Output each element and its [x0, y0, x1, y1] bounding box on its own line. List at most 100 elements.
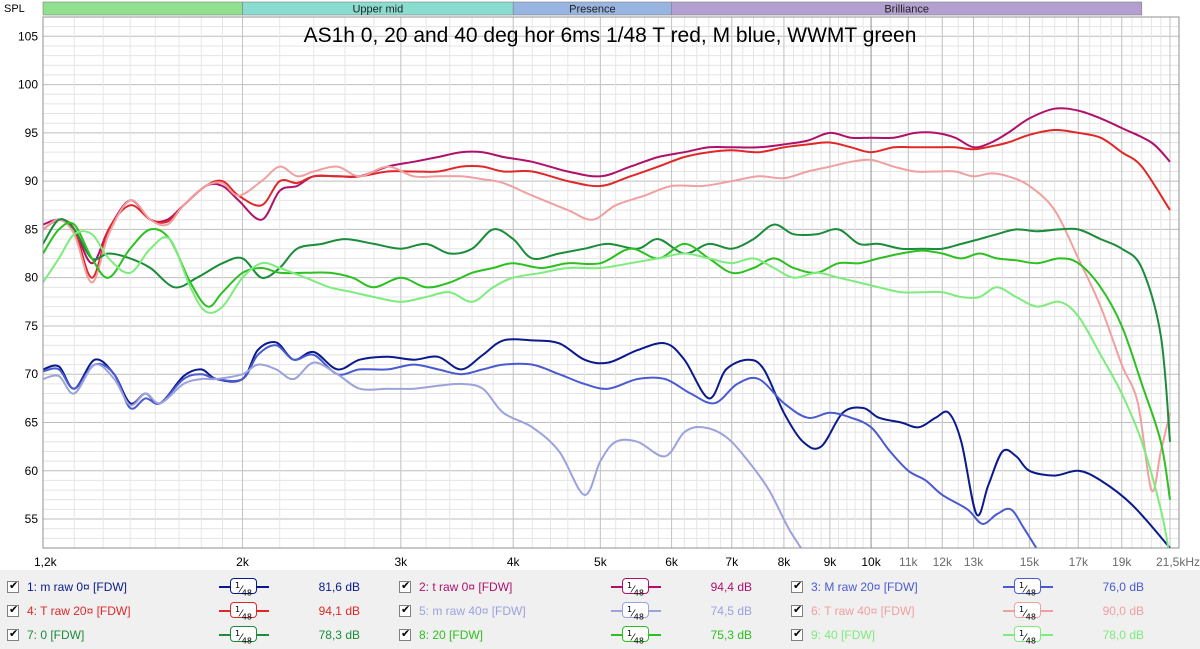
y-tick-label: 100 [18, 78, 38, 92]
legend-series-name: 2: t raw 0¤ [FDW] [419, 580, 513, 594]
band-low-mid [42, 1, 243, 16]
legend-value: 76,0 dB [1102, 580, 1144, 594]
series-swatch-line [1041, 586, 1053, 588]
smoothing-fraction-icon: 1⁄48 [230, 578, 257, 597]
frequency-response-chart: Upper mid Presence Brilliance 55 60 65 70 75 80… [4, 1, 1200, 569]
smoothing-selector[interactable]: 1⁄48 [1003, 602, 1053, 621]
series-visibility-checkbox[interactable] [791, 603, 803, 617]
series-line-3 [43, 344, 1038, 548]
x-tick-label: 13k [964, 555, 984, 569]
legend-entry: 6: T raw 40¤ [FDW] 1⁄48 90,0 dB [784, 599, 1184, 623]
series-line-1 [43, 338, 1171, 548]
series-visibility-checkbox[interactable] [399, 579, 411, 593]
series-swatch-line [257, 586, 269, 588]
legend-series-name: 6: T raw 40¤ [FDW] [811, 604, 915, 618]
series-visibility-checkbox[interactable] [399, 603, 411, 617]
y-tick-label: 95 [25, 126, 39, 140]
y-tick-label: 105 [18, 29, 38, 43]
series-swatch-line [649, 586, 661, 588]
smoothing-selector[interactable]: 1⁄48 [219, 602, 269, 621]
series-visibility-checkbox[interactable] [791, 579, 803, 593]
legend-value: 94,1 dB [318, 604, 360, 618]
x-tick-label: 10k [861, 555, 881, 569]
y-axis-tick-labels: 55 60 65 70 75 80 85 90 95 100 105 [18, 29, 38, 526]
legend-series-name: 7: 0 [FDW] [27, 628, 85, 642]
x-tick-label: 4k [507, 555, 521, 569]
smoothing-fraction-icon: 1⁄48 [1014, 602, 1041, 621]
series-swatch-line [649, 634, 661, 636]
legend-value: 81,6 dB [318, 580, 360, 594]
x-tick-label: 17k [1069, 555, 1089, 569]
series-swatch-line [1003, 586, 1015, 588]
smoothing-selector[interactable]: 1⁄48 [219, 626, 269, 645]
smoothing-fraction-icon: 1⁄48 [230, 626, 257, 645]
legend-row: 4: T raw 20¤ [FDW] 1⁄48 94,1 dB 5: m raw 40… [0, 599, 1200, 623]
x-tick-label: 7k [725, 555, 739, 569]
legend-entry: 9: 40 [FDW] 1⁄48 78,0 dB [784, 623, 1184, 647]
series-swatch-line [219, 586, 231, 588]
legend-entry: 7: 0 [FDW] 1⁄48 78,3 dB [0, 623, 400, 647]
series-swatch-line [257, 634, 269, 636]
band-label-upper-mid: Upper mid [352, 4, 403, 16]
smoothing-fraction-icon: 1⁄48 [622, 626, 649, 645]
smoothing-fraction-icon: 1⁄48 [230, 602, 257, 621]
smoothing-selector[interactable]: 1⁄48 [611, 626, 661, 645]
legend-row: 1: m raw 0¤ [FDW] 1⁄48 81,6 dB 2: t raw 0¤ … [0, 575, 1200, 599]
series-swatch-line [1041, 634, 1053, 636]
response-curves [43, 107, 1171, 548]
legend-panel: 1: m raw 0¤ [FDW] 1⁄48 81,6 dB 2: t raw 0¤ … [0, 570, 1200, 649]
y-tick-label: 60 [25, 464, 39, 478]
x-tick-label: 9k [824, 555, 838, 569]
series-swatch-line [219, 634, 231, 636]
y-tick-label: 75 [25, 319, 39, 333]
series-visibility-checkbox[interactable] [399, 627, 411, 641]
legend-value: 74,5 dB [710, 604, 752, 618]
legend-series-name: 5: m raw 40¤ [FDW] [419, 604, 526, 618]
series-line-9 [43, 230, 1170, 548]
plot-frame [42, 16, 1180, 549]
series-line-8 [43, 221, 1171, 500]
legend-row: 7: 0 [FDW] 1⁄48 78,3 dB 8: 20 [FDW] 1⁄48 75,3… [0, 623, 1200, 647]
legend-series-name: 1: m raw 0¤ [FDW] [27, 580, 128, 594]
smoothing-fraction-icon: 1⁄48 [622, 578, 649, 597]
legend-series-name: 8: 20 [FDW] [419, 628, 484, 642]
legend-value: 78,3 dB [318, 628, 360, 642]
smoothing-selector[interactable]: 1⁄48 [1003, 578, 1053, 597]
smoothing-selector[interactable]: 1⁄48 [219, 578, 269, 597]
series-visibility-checkbox[interactable] [7, 627, 19, 641]
y-axis-label: SPL [4, 3, 25, 15]
x-tick-label: 19k [1112, 555, 1132, 569]
legend-series-name: 9: 40 [FDW] [811, 628, 876, 642]
x-tick-label: 3k [395, 555, 409, 569]
legend-entry: 3: M raw 20¤ [FDW] 1⁄48 76,0 dB [784, 575, 1184, 599]
smoothing-fraction-icon: 1⁄48 [1014, 626, 1041, 645]
series-visibility-checkbox[interactable] [791, 627, 803, 641]
smoothing-selector[interactable]: 1⁄48 [611, 602, 661, 621]
legend-value: 75,3 dB [710, 628, 752, 642]
legend-entry: 8: 20 [FDW] 1⁄48 75,3 dB [392, 623, 792, 647]
series-swatch-line [611, 634, 623, 636]
smoothing-fraction-icon: 1⁄48 [1014, 578, 1041, 597]
x-tick-label: 6k [665, 555, 679, 569]
x-tick-label: 12k [933, 555, 953, 569]
y-tick-label: 80 [25, 271, 39, 285]
series-visibility-checkbox[interactable] [7, 579, 19, 593]
x-tick-label: 21,5kHz [1156, 555, 1200, 569]
smoothing-selector[interactable]: 1⁄48 [611, 578, 661, 597]
x-tick-label: 8k [778, 555, 792, 569]
legend-entry: 5: m raw 40¤ [FDW] 1⁄48 74,5 dB [392, 599, 792, 623]
legend-value: 94,4 dB [710, 580, 752, 594]
smoothing-fraction-icon: 1⁄48 [622, 602, 649, 621]
x-tick-label: 2k [236, 555, 250, 569]
band-label-brilliance: Brilliance [884, 4, 929, 16]
chart-title: AS1h 0, 20 and 40 deg hor 6ms 1/48 T red… [304, 24, 917, 47]
x-tick-label: 5k [594, 555, 608, 569]
y-tick-label: 85 [25, 222, 39, 236]
band-brilliance [671, 1, 1143, 16]
band-label-presence: Presence [569, 4, 615, 16]
series-swatch-line [649, 610, 661, 612]
series-visibility-checkbox[interactable] [7, 603, 19, 617]
series-swatch-line [1041, 610, 1053, 612]
smoothing-selector[interactable]: 1⁄48 [1003, 626, 1053, 645]
x-axis-tick-labels: 1,2k 2k 3k 4k 5k 6k 7k 8k 9k 10k 11k 12k 13k 15k 17k 19… [34, 555, 1200, 569]
